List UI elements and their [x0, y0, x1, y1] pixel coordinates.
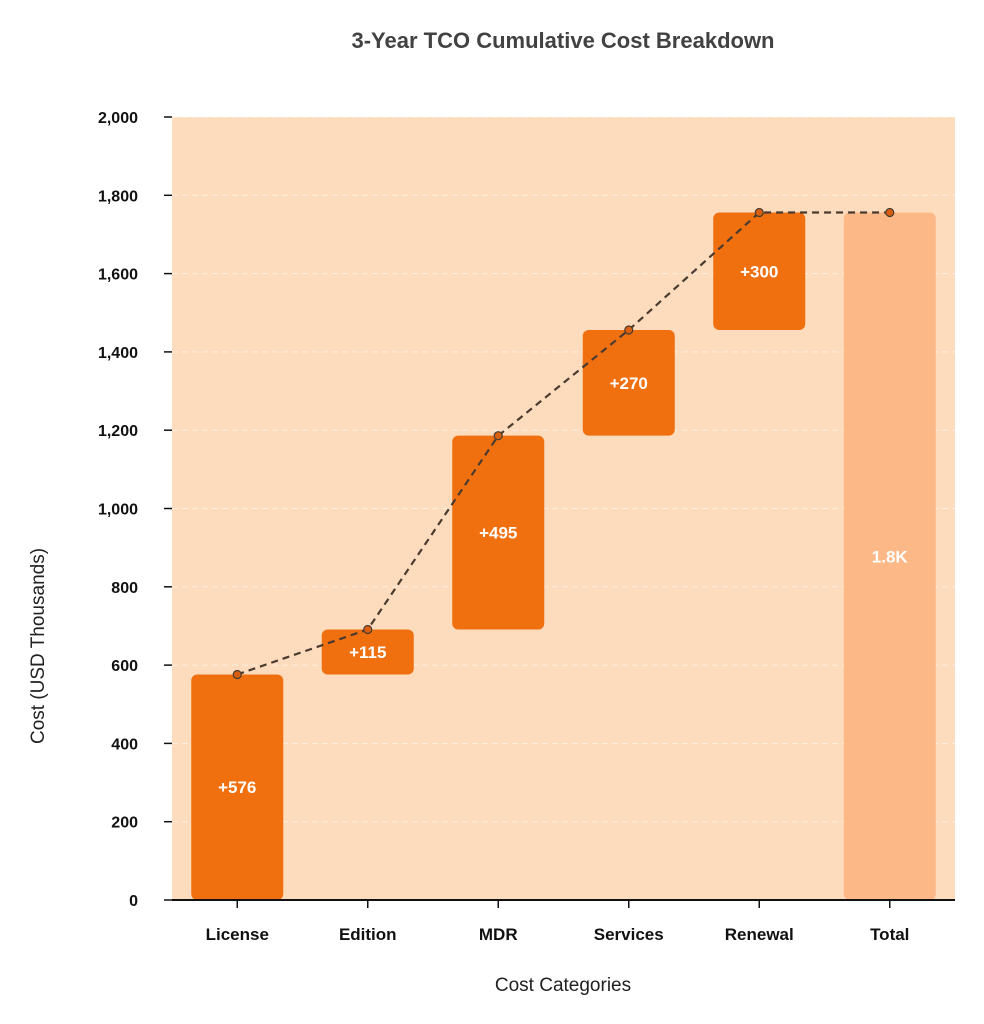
x-tick-label: Total	[870, 925, 909, 944]
bar-labels-group: +576 +115 +495 +270 +300 1.8K	[218, 262, 908, 797]
y-tick-label: 200	[111, 815, 138, 832]
y-tick-label: 400	[111, 736, 138, 753]
bar-total	[843, 212, 936, 900]
connector-line-group	[232, 207, 895, 680]
bar-renewal	[713, 212, 806, 330]
bar-value-label: +300	[740, 262, 778, 281]
x-tick-label: License	[206, 925, 269, 944]
y-tick-label: 0	[129, 893, 138, 910]
y-tick-label: 1,000	[98, 502, 138, 519]
cumulative-point	[885, 207, 895, 218]
x-tick-label: Renewal	[725, 925, 794, 944]
bar-value-label: +270	[610, 374, 648, 393]
x-tick-label: Services	[594, 925, 664, 944]
cumulative-point	[232, 669, 242, 680]
x-axis-title: Cost Categories	[495, 975, 631, 996]
x-tick-label: MDR	[479, 925, 518, 944]
y-tick-label: 1,400	[98, 345, 138, 362]
y-tick-label: 1,800	[98, 188, 138, 205]
bar-value-label: +495	[479, 524, 517, 543]
chart-title: 3-Year TCO Cumulative Cost Breakdown	[352, 28, 775, 53]
bar-value-label: +115	[349, 643, 386, 662]
bar-license	[191, 674, 284, 900]
bar-mdr	[452, 435, 545, 630]
bars-group	[191, 212, 936, 900]
x-tick-label: Edition	[339, 925, 397, 944]
y-axis-title: Cost (USD Thousands)	[28, 548, 49, 744]
y-axis-ticks: 0 200 400 600 800 1,000 1,200 1,400 1,600 1,800 2,…	[98, 110, 172, 910]
y-tick-label: 1,600	[98, 267, 138, 284]
cumulative-point	[624, 325, 634, 335]
y-tick-label: 800	[111, 580, 138, 597]
cumulative-point	[754, 207, 764, 218]
y-tick-label: 2,000	[98, 110, 138, 127]
bar-edition	[321, 629, 414, 675]
grid-lines	[172, 116, 955, 823]
bar-value-label: 1.8K	[872, 547, 909, 566]
y-tick-label: 1,200	[98, 423, 138, 440]
cumulative-point	[493, 431, 503, 441]
cumulative-point	[363, 624, 373, 635]
bar-services	[582, 329, 675, 436]
bar-value-label: +576	[218, 778, 256, 797]
y-tick-label: 600	[111, 658, 138, 675]
cumulative-connector-line	[236, 211, 890, 676]
x-axis-ticks: License Edition MDR Services Renewal Total	[206, 900, 909, 944]
